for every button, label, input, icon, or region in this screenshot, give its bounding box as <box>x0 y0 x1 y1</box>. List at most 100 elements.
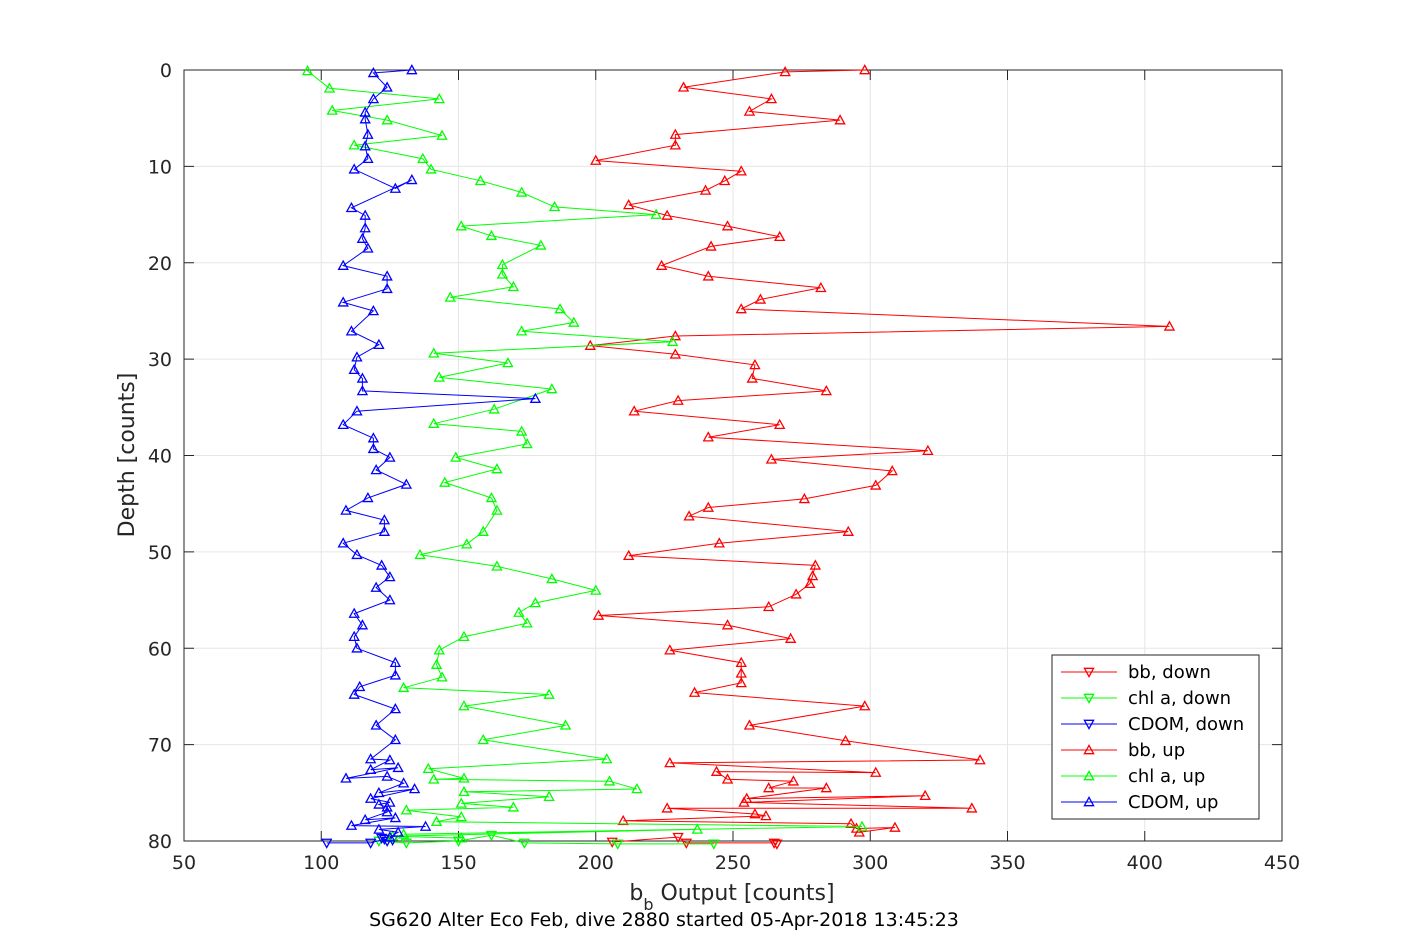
data-point <box>417 152 429 163</box>
data-point <box>496 258 509 270</box>
data-point <box>974 754 986 765</box>
data-point <box>513 606 525 617</box>
data-point <box>762 782 775 793</box>
data-point <box>966 802 978 813</box>
data-point <box>601 753 613 764</box>
data-point <box>779 65 791 77</box>
data-point <box>666 335 679 347</box>
data-point <box>367 442 380 454</box>
x-tick-label: 300 <box>852 852 888 874</box>
data-point <box>351 405 363 416</box>
data-point <box>521 437 533 449</box>
data-point <box>362 152 374 163</box>
x-tick-label: 150 <box>440 852 476 874</box>
data-point <box>507 801 520 812</box>
data-point <box>518 838 531 849</box>
data-point <box>406 173 418 185</box>
data-point <box>617 814 629 826</box>
data-point <box>680 838 693 849</box>
data-point <box>853 826 865 837</box>
data-point <box>428 773 440 784</box>
data-point <box>699 184 712 195</box>
legend-label: chl a, up <box>1128 766 1205 787</box>
data-point <box>400 838 413 849</box>
data-point <box>496 268 509 279</box>
data-point <box>356 619 369 630</box>
data-point <box>356 232 369 243</box>
data-point <box>485 229 498 241</box>
data-point <box>359 813 371 825</box>
data-point <box>790 588 802 599</box>
data-point <box>806 570 819 581</box>
data-point <box>400 478 413 489</box>
data-point <box>845 817 857 828</box>
data-point <box>414 548 426 560</box>
data-point <box>590 154 602 165</box>
data-point <box>367 432 380 443</box>
data-point <box>559 719 572 730</box>
x-tick-label: 350 <box>989 852 1025 874</box>
data-point <box>384 451 396 462</box>
data-point <box>669 330 682 341</box>
data-point <box>820 782 833 793</box>
data-point <box>397 777 410 788</box>
data-point <box>754 293 767 304</box>
data-point <box>628 405 640 416</box>
data-point <box>381 282 393 294</box>
series-line-bb-up <box>590 69 1170 833</box>
y-tick-label: 20 <box>148 253 172 275</box>
data-point <box>439 476 451 487</box>
data-point <box>485 491 498 503</box>
data-point <box>433 644 445 655</box>
data-point <box>373 338 385 349</box>
data-point <box>762 600 775 612</box>
data-point <box>859 64 871 75</box>
data-point <box>381 81 393 92</box>
data-point <box>859 700 871 711</box>
data-point <box>515 325 528 336</box>
data-point <box>381 270 393 281</box>
legend-marker <box>1083 693 1095 704</box>
legend-marker <box>1083 744 1095 755</box>
data-point <box>669 128 682 139</box>
data-point <box>359 106 371 117</box>
data-point <box>708 839 720 850</box>
series-bb-down <box>606 832 783 850</box>
series-line-bb-down <box>612 836 778 845</box>
data-point <box>491 504 503 515</box>
data-point <box>389 733 402 745</box>
data-point <box>340 504 352 515</box>
data-point <box>765 453 778 464</box>
data-point <box>406 64 418 75</box>
data-point <box>348 163 360 174</box>
data-point <box>375 833 388 845</box>
data-point <box>323 82 336 93</box>
data-point <box>746 372 758 383</box>
data-point <box>735 303 747 314</box>
data-point <box>428 417 440 429</box>
data-point <box>889 821 901 832</box>
data-point <box>590 584 602 595</box>
data-point <box>546 383 558 394</box>
data-point <box>345 819 358 830</box>
data-point <box>735 677 747 688</box>
data-point <box>326 104 338 115</box>
data-point <box>664 756 676 768</box>
y-axis-label: Depth [counts] <box>115 373 140 538</box>
data-point <box>856 820 868 831</box>
data-point <box>430 815 443 827</box>
data-point <box>381 806 393 817</box>
data-point <box>364 763 377 775</box>
data-point <box>672 832 684 844</box>
data-point <box>735 165 747 176</box>
data-point <box>820 384 833 396</box>
data-point <box>389 703 402 714</box>
legend-label: CDOM, up <box>1128 792 1218 813</box>
data-point <box>603 775 616 786</box>
legend-marker <box>1083 796 1095 807</box>
data-point <box>839 734 852 746</box>
y-tick-label: 60 <box>148 638 172 660</box>
data-point <box>348 363 360 375</box>
data-point <box>713 537 725 548</box>
